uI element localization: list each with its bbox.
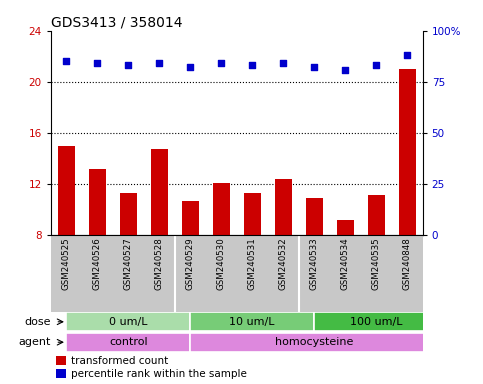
Point [124,62,132,68]
Point [93,60,101,66]
Text: 100 um/L: 100 um/L [350,317,402,327]
Text: control: control [109,337,147,347]
Text: GSM240527: GSM240527 [124,237,133,290]
Text: GSM240533: GSM240533 [310,237,319,290]
Bar [151,149,168,235]
Point [62,58,70,65]
Text: 10 um/L: 10 um/L [229,317,275,327]
Text: GSM240848: GSM240848 [403,237,412,290]
Bar [120,193,137,235]
Point [310,65,318,71]
Point [186,65,194,71]
Text: GSM240531: GSM240531 [248,237,256,290]
Bar [182,200,199,235]
Text: GSM240534: GSM240534 [341,237,350,290]
Bar [89,169,106,235]
Point [248,62,256,68]
Point [279,60,287,66]
Bar [66,333,190,352]
Text: GSM240526: GSM240526 [93,237,102,290]
Text: GSM240532: GSM240532 [279,237,288,290]
Bar [57,146,75,235]
Bar [398,69,416,235]
Text: GSM240530: GSM240530 [217,237,226,290]
Bar [190,313,314,331]
Bar [368,195,384,235]
Point [341,66,349,73]
Text: agent: agent [18,337,51,347]
Bar [306,198,323,235]
Point [156,60,163,66]
Text: 0 um/L: 0 um/L [109,317,147,327]
Text: GDS3413 / 358014: GDS3413 / 358014 [51,16,182,30]
Bar [190,333,438,352]
Legend: transformed count, percentile rank within the sample: transformed count, percentile rank withi… [56,356,246,379]
Text: dose: dose [24,317,51,327]
Bar [213,183,230,235]
Point [403,52,411,58]
Bar [243,193,261,235]
Text: GSM240525: GSM240525 [62,237,71,290]
Point [217,60,225,66]
Text: homocysteine: homocysteine [275,337,354,347]
Bar [275,179,292,235]
Bar [314,313,438,331]
Text: GSM240535: GSM240535 [371,237,381,290]
Bar [337,220,354,235]
Point [372,62,380,68]
Text: GSM240529: GSM240529 [185,237,195,290]
Text: GSM240528: GSM240528 [155,237,164,290]
Bar [66,313,190,331]
